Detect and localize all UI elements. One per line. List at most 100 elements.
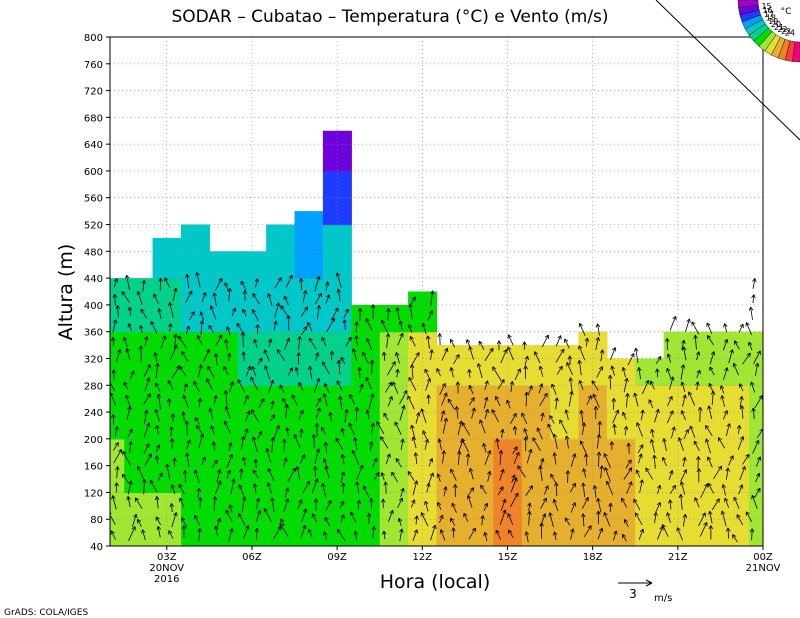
wind-vector [128, 526, 136, 542]
wind-vector [666, 410, 674, 424]
wind-vector-head [550, 473, 555, 479]
wind-vector-head [370, 304, 376, 309]
wind-vector-head [720, 510, 726, 515]
wind-vector-head [595, 337, 601, 342]
wind-vector-head [568, 377, 574, 382]
wind-vector-head [321, 361, 326, 366]
wind-vector-head [329, 350, 335, 355]
wind-vector-head [223, 366, 228, 371]
wind-vector-head [566, 362, 571, 367]
wind-vector-head [622, 411, 627, 417]
wind-vector [250, 409, 260, 423]
wind-vector [300, 306, 308, 317]
wind-vector [383, 352, 386, 361]
wind-vector-head [260, 398, 265, 403]
wind-vector [635, 347, 639, 363]
wind-vector-head [706, 335, 712, 340]
wind-vector [383, 530, 386, 540]
wind-vector [228, 353, 230, 362]
temperature-cell [464, 438, 494, 494]
wind-vector-head [193, 380, 198, 386]
wind-vector-head [340, 482, 346, 487]
wind-vector [186, 452, 190, 467]
wind-vector-head [650, 429, 655, 434]
wind-vector [366, 338, 373, 351]
wind-vector-head [671, 484, 676, 490]
wind-vector [596, 434, 600, 449]
wind-vector [126, 275, 130, 291]
wind-vector [655, 502, 661, 513]
wind-vector [755, 362, 759, 376]
wind-vector-head [443, 417, 448, 422]
wind-vector [654, 512, 657, 524]
wind-vector-head [322, 458, 328, 463]
wind-vector [362, 351, 369, 365]
wind-vector-head [484, 408, 490, 414]
wind-vector-head [500, 379, 505, 384]
wind-vector-head [597, 421, 603, 426]
wind-vector [583, 468, 587, 478]
wind-vector [641, 380, 649, 395]
wind-vector-head [383, 412, 388, 418]
wind-vector-head [532, 437, 537, 442]
wind-vector-head [613, 530, 618, 535]
wind-vector-head [110, 530, 115, 535]
y-tick-label: 720 [84, 87, 103, 98]
wind-vector-head [190, 311, 195, 316]
wind-vector-head [302, 290, 308, 295]
wind-vector [236, 322, 246, 336]
wind-vector-head [680, 364, 686, 369]
wind-vector-head [732, 362, 737, 368]
legend-level-label: 24 [785, 28, 795, 37]
wind-vector-head [131, 526, 136, 531]
wind-vector-head [303, 326, 308, 331]
wind-vector-head [303, 306, 308, 311]
wind-vector [197, 335, 203, 346]
wind-vector [387, 510, 394, 522]
wind-vector [321, 337, 327, 347]
wind-vector [603, 453, 611, 469]
wind-vector-head [362, 485, 367, 491]
wind-vector-head [298, 278, 304, 283]
wind-vector [224, 420, 232, 435]
temperature-cell [110, 385, 125, 440]
wind-vector-head [226, 326, 231, 331]
legend-diagonal [655, 0, 800, 141]
wind-vector-head [512, 426, 518, 431]
wind-vector-head [628, 467, 633, 472]
wind-vector [467, 487, 474, 497]
wind-vector-head [625, 393, 630, 398]
wind-vector-head [739, 436, 745, 441]
wind-vector-head [609, 441, 615, 446]
wind-vector [668, 470, 673, 481]
wind-vector-head [633, 347, 639, 352]
wind-vector-head [126, 496, 131, 501]
wind-vector-head [717, 465, 722, 471]
wind-vector-head [741, 466, 746, 471]
wind-vector-head [256, 510, 262, 515]
wind-vector [666, 368, 672, 379]
wind-vector [276, 349, 286, 361]
wind-vector-head [158, 277, 163, 282]
wind-vector-head [112, 319, 118, 324]
wind-vector [600, 349, 603, 362]
wind-vector [252, 436, 258, 453]
wind-vector [666, 512, 671, 523]
wind-vector-head [624, 377, 629, 383]
wind-vector-head [323, 382, 328, 388]
wind-vector [638, 367, 641, 380]
plot-frame [109, 36, 764, 547]
wind-vector [409, 303, 413, 320]
wind-vector-head [111, 414, 116, 419]
wind-vector [117, 305, 119, 318]
wind-vector-head [168, 530, 173, 535]
wind-vector [484, 348, 494, 361]
wind-vector-head [696, 369, 701, 375]
wind-vector [627, 353, 635, 366]
wind-vector [525, 531, 529, 543]
wind-vector-head [162, 335, 167, 340]
wind-vector-head [185, 273, 190, 279]
wind-vector-head [706, 322, 711, 327]
wind-vector-head [140, 308, 145, 313]
